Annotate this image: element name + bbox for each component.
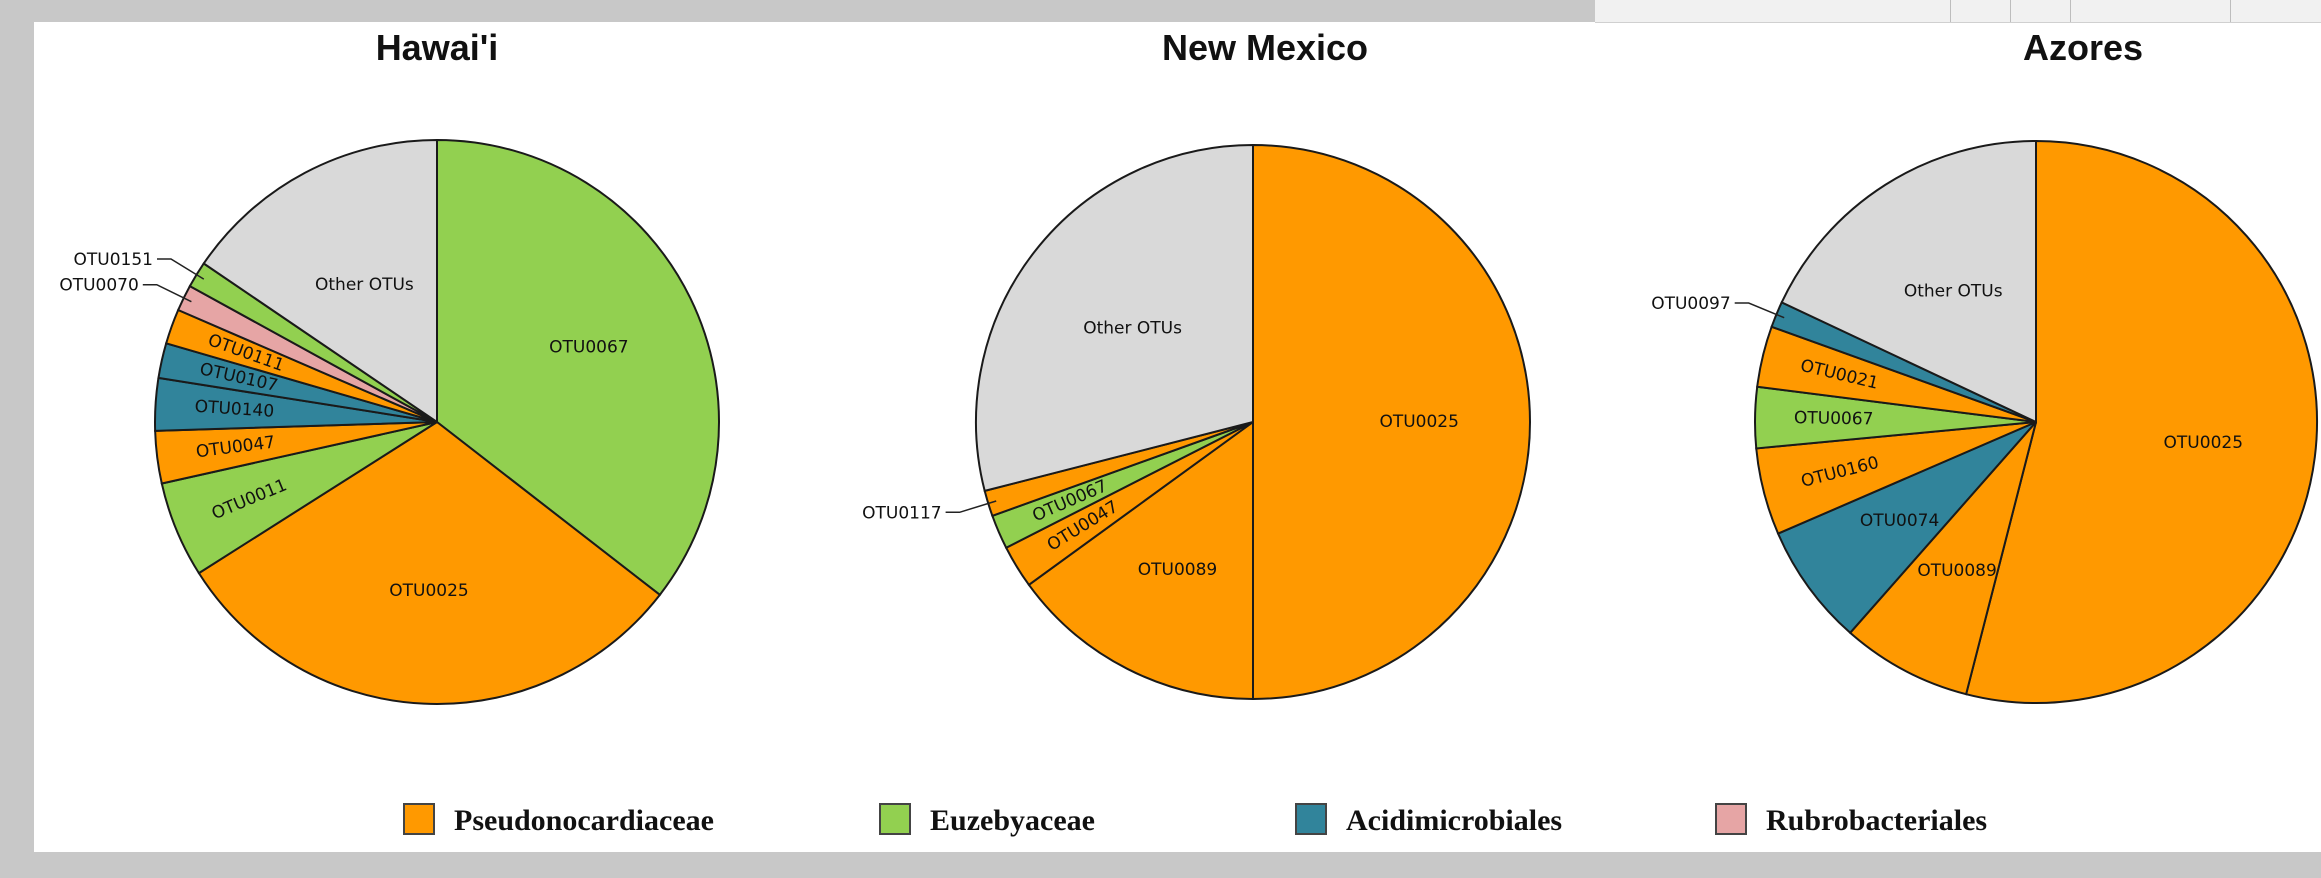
slice-azores-otu0074 [1776, 421, 2037, 635]
slice-azores-other-otus [1780, 139, 2037, 424]
slice-azores-otu0025 [1964, 139, 2319, 704]
slice-label-azores-otu0074: OTU0074 [1860, 511, 1939, 531]
leader-line [157, 258, 205, 280]
legend-swatch-rubrobacteriales [1715, 803, 1747, 835]
legend: Pseudonocardiaceae Euzebyaceae Acidimicrob… [403, 803, 1987, 837]
slice-label-azores-otu0097: OTU0097 [1651, 294, 1730, 314]
slice-hawai-i-otu0067 [436, 138, 720, 597]
leader-line [142, 283, 192, 303]
chart-title-new-mexico: New Mexico [1162, 27, 1368, 68]
slice-label-azores-other-otus: Other OTUs [1904, 282, 2003, 302]
slice-label-azores-otu0067: OTU0067 [1794, 408, 1874, 429]
slice-label-hawai-i-otu0151: OTU0151 [74, 250, 153, 270]
slice-label-azores-otu0025: OTU0025 [2164, 433, 2243, 453]
pie-azores: OTU0025OTU0089OTU0074OTU0160OTU0067OTU00… [1651, 139, 2319, 704]
slice-label-hawai-i-otu0067: OTU0067 [549, 338, 628, 358]
slice-label-hawai-i-otu0025: OTU0025 [389, 581, 468, 601]
legend-label-euzebyaceae: Euzebyaceae [930, 804, 1095, 837]
slice-label-new-mexico-otu0089: OTU0089 [1138, 560, 1217, 580]
leader-line [945, 500, 997, 514]
slice-hawai-i-otu0025 [197, 420, 662, 705]
slice-hawai-i-other-otus [202, 138, 438, 424]
legend-label-rubrobacteriales: Rubrobacteriales [1766, 804, 1987, 837]
slice-label-hawai-i-otu0070: OTU0070 [59, 276, 138, 296]
legend-label-pseudonocardiaceae: Pseudonocardiaceae [454, 804, 714, 837]
pies-group: OTU0067OTU0025OTU0011OTU0047OTU0140OTU01… [59, 138, 2319, 705]
slice-label-hawai-i-otu0140: OTU0140 [194, 397, 275, 422]
spreadsheet-header-strip [1595, 0, 2321, 23]
slice-label-hawai-i-other-otus: Other OTUs [315, 275, 414, 295]
leader-line [1734, 302, 1785, 319]
chart-title-hawaii: Hawai'i [376, 27, 499, 68]
legend-swatch-euzebyaceae [879, 803, 911, 835]
pie-new-mexico: OTU0025OTU0089OTU0047OTU0067OTU0117Other… [862, 143, 1531, 701]
slice-label-new-mexico-otu0117: OTU0117 [862, 503, 941, 523]
slice-label-new-mexico-otu0025: OTU0025 [1379, 412, 1458, 432]
chart-title-azores: Azores [2023, 27, 2143, 68]
legend-swatch-acidimicrobiales [1295, 803, 1327, 835]
slice-new-mexico-other-otus [975, 143, 1254, 493]
slice-new-mexico-otu0089 [1027, 420, 1254, 701]
slice-azores-otu0089 [1848, 421, 2037, 696]
slice-label-new-mexico-other-otus: Other OTUs [1083, 319, 1182, 339]
legend-swatch-pseudonocardiaceae [403, 803, 435, 835]
slice-label-azores-otu0089: OTU0089 [1917, 561, 1996, 581]
slice-new-mexico-otu0025 [1252, 143, 1531, 701]
pie-hawai-i: OTU0067OTU0025OTU0011OTU0047OTU0140OTU01… [59, 138, 720, 705]
legend-label-acidimicrobiales: Acidimicrobiales [1346, 804, 1562, 837]
